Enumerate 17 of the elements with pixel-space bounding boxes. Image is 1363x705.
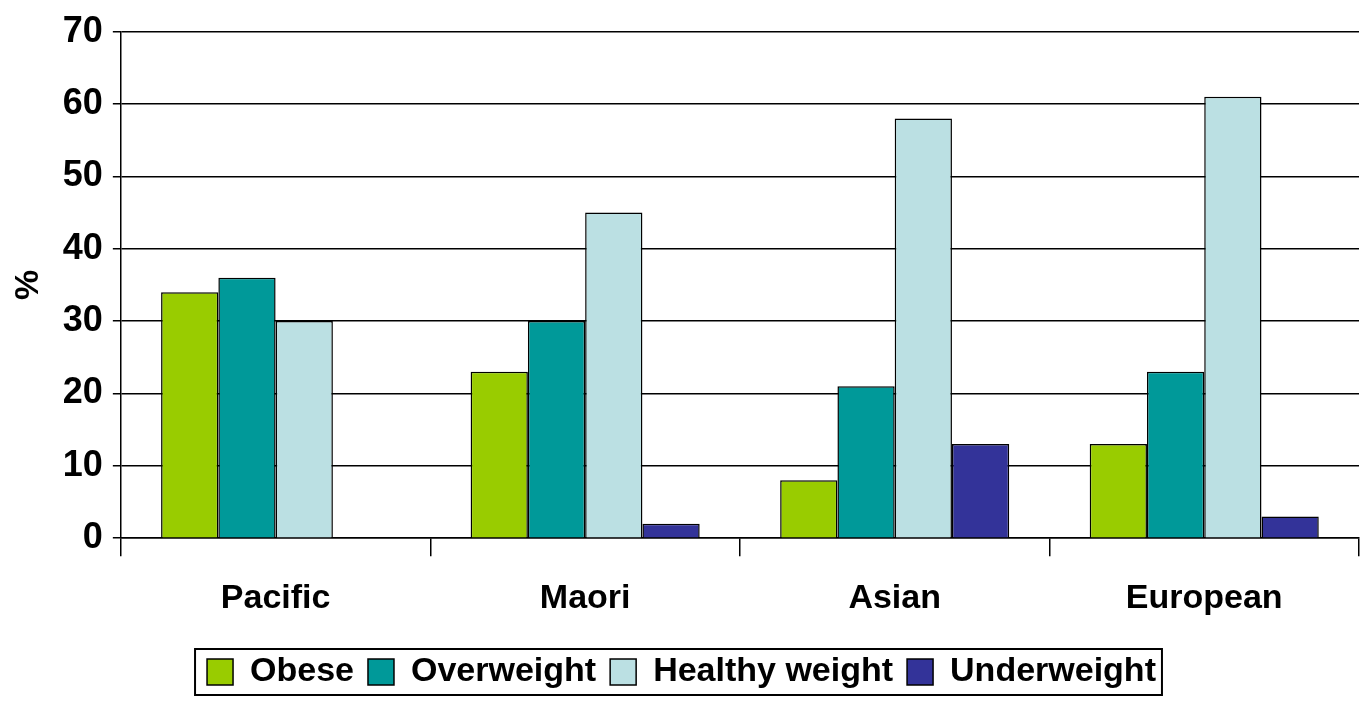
- legend-label: Healthy weight: [653, 650, 894, 689]
- x-tick-label: European: [1125, 576, 1283, 615]
- y-tick-label: 40: [62, 225, 103, 267]
- x-tick-label: Pacific: [220, 576, 331, 615]
- y-axis-title: %: [6, 269, 45, 301]
- x-tick-label: Maori: [539, 576, 631, 615]
- y-tick-label: 20: [62, 370, 103, 412]
- y-tick-label: 60: [62, 80, 103, 122]
- legend-label: Obese: [250, 650, 354, 689]
- y-tick-label: 30: [62, 298, 103, 340]
- legend-label: Underweight: [950, 650, 1156, 689]
- y-tick-label: 0: [82, 515, 103, 557]
- legend-label: Overweight: [410, 650, 597, 689]
- x-tick-label: Asian: [848, 576, 941, 615]
- y-tick-label: 10: [62, 442, 103, 484]
- y-tick-label: 70: [62, 8, 103, 50]
- y-tick-label: 50: [62, 153, 103, 195]
